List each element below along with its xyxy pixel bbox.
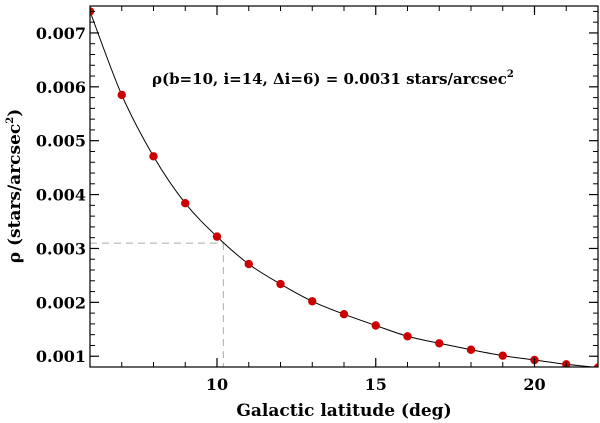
y-tick-label: 0.002 (36, 293, 86, 312)
x-tick-label: 10 (206, 375, 228, 394)
data-point (181, 199, 190, 208)
data-point (403, 332, 412, 341)
data-point (593, 363, 598, 367)
y-tick-label: 0.007 (36, 24, 86, 43)
data-point (276, 279, 285, 289)
data-point (117, 90, 126, 100)
annotation: ρ(b=10, i=14, Δi=6) = 0.0031 stars/arcse… (152, 69, 514, 88)
x-tick-label: 20 (523, 375, 545, 394)
annotation-text: ρ(b=10, i=14, Δi=6) = 0.0031 stars/arcse… (152, 70, 507, 88)
axis-ticks (89, 6, 599, 368)
data-point (466, 345, 476, 354)
y-tick-label: 0.005 (36, 132, 86, 151)
data-point (149, 152, 158, 161)
plot-background (90, 6, 598, 367)
y-tick-label: 0.003 (36, 239, 86, 258)
data-point (212, 232, 222, 241)
data-point (339, 309, 349, 319)
y-axis-label-sup: 2 (5, 117, 16, 124)
tick-labels: 10 15 20 0.001 0.002 0.003 0.004 0.005 0.006 0.00… (36, 24, 546, 394)
y-axis-label: ρ (stars/arcsec2) (5, 109, 25, 264)
highlight-guides (90, 242, 224, 367)
data-point (498, 351, 507, 360)
data-point (308, 297, 317, 306)
x-tick-label: 15 (365, 375, 387, 394)
data-point (371, 321, 380, 330)
annotation-sup: 2 (507, 69, 514, 80)
y-tick-label: 0.004 (36, 186, 86, 205)
y-tick-label: 0.006 (36, 78, 86, 97)
x-axis-label: Galactic latitude (deg) (236, 401, 451, 421)
y-tick-label: 0.001 (36, 347, 86, 366)
y-axis-label-main: ρ (stars/arcsec (5, 124, 25, 264)
data-point (435, 339, 444, 348)
data-point (244, 259, 253, 269)
y-axis-label-end: ) (5, 109, 25, 117)
